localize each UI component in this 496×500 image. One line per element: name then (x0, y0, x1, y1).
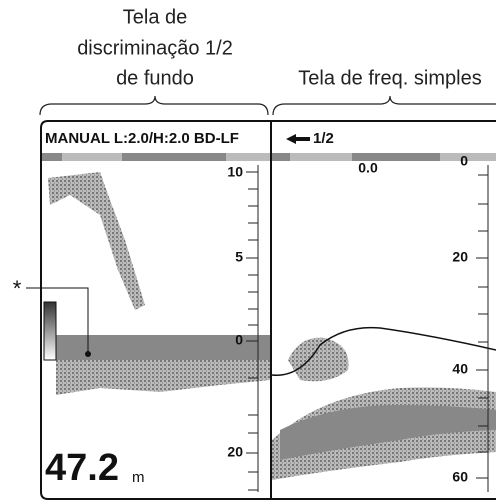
depth-unit: m (132, 469, 145, 486)
caption: discriminação 1/2 (77, 37, 233, 59)
status-bar (62, 153, 122, 161)
offset-label: 0.0 (358, 160, 378, 176)
scale-label: 0 (460, 153, 468, 169)
caption: Tela de (123, 6, 188, 28)
status-bar (290, 153, 352, 161)
mode-label: MANUAL L:2.0/H:2.0 BD-LF (45, 130, 239, 147)
discrimination-line (271, 326, 496, 376)
status-bar (226, 153, 270, 161)
fish-echo (288, 337, 349, 382)
scale-label: 40 (452, 361, 468, 377)
leader-dot (85, 351, 91, 357)
leader (26, 287, 89, 354)
depth: 47.2 (45, 447, 119, 489)
ratio-label: 1/2 (313, 130, 334, 147)
scale-label: 0 (235, 332, 243, 348)
bottom-echo (56, 360, 270, 395)
caption: de fundo (116, 67, 194, 89)
caption: Tela de freq. simples (298, 67, 481, 89)
scale-label: 10 (227, 164, 243, 180)
scale-label: 20 (452, 249, 468, 265)
bottom-echo (56, 335, 270, 360)
scale-ticks (476, 174, 488, 479)
brace (272, 95, 496, 116)
scale-label: 20 (227, 444, 243, 460)
arrow (286, 134, 310, 144)
marker: * (13, 276, 22, 301)
scale-label: 60 (452, 469, 468, 485)
status-bar (440, 153, 496, 161)
color-bar (43, 301, 57, 361)
scale-label: 5 (235, 249, 243, 265)
brace (39, 95, 269, 116)
fish-echo (48, 172, 145, 310)
bottom-echo (280, 405, 496, 460)
scale-ticks (246, 171, 258, 491)
